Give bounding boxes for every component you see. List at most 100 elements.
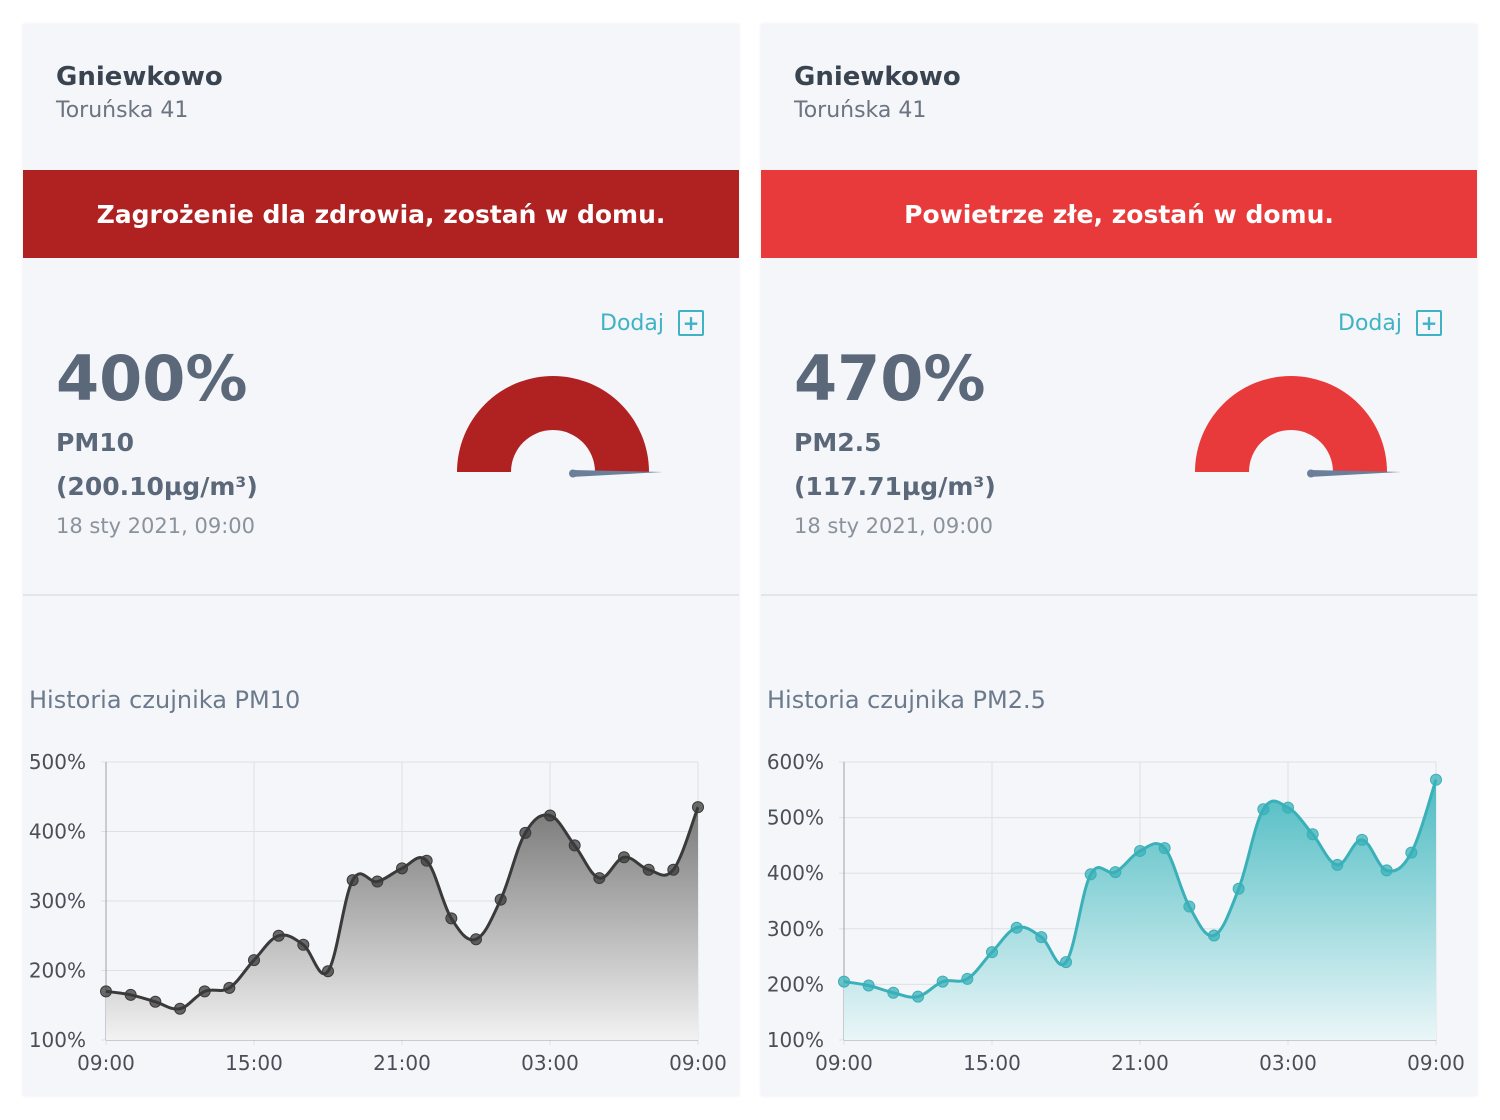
data-point <box>1158 842 1171 855</box>
data-point <box>396 862 408 875</box>
data-point <box>936 975 949 988</box>
x-tick-label: 21:00 <box>1111 1051 1169 1075</box>
measurement-timestamp: 18 sty 2021, 09:00 <box>794 514 993 538</box>
x-tick-label: 09:00 <box>815 1051 873 1075</box>
data-point <box>1183 900 1196 913</box>
series-area <box>106 807 698 1040</box>
y-tick-label: 600% <box>767 750 824 774</box>
data-point <box>272 929 285 942</box>
data-point <box>544 809 556 822</box>
y-tick-label: 400% <box>767 861 824 885</box>
data-point <box>667 863 680 876</box>
data-point <box>1331 858 1344 871</box>
x-tick-label: 21:00 <box>373 1051 431 1075</box>
data-point <box>1282 801 1294 814</box>
y-tick-label: 100% <box>767 1028 824 1052</box>
gauge <box>1195 376 1401 478</box>
data-point <box>1109 866 1122 879</box>
history-chart-pm10: 100% 200% 300% 400% 500% 09:00 15:00 21:00 03:00… <box>29 750 727 1075</box>
data-point <box>124 988 137 1001</box>
data-point <box>1356 833 1368 846</box>
station-city: Gniewkowo <box>794 62 961 92</box>
gauge-needle-hub <box>569 469 577 478</box>
x-tick-label: 09:00 <box>1407 1051 1465 1075</box>
add-station-link[interactable]: Dodaj + <box>600 310 704 336</box>
gauge-arc <box>457 376 649 472</box>
gauge-needle <box>1309 470 1401 477</box>
divider <box>23 594 739 596</box>
add-label: Dodaj <box>1338 310 1402 336</box>
data-point <box>494 893 507 906</box>
data-point <box>100 985 112 998</box>
data-point <box>1208 929 1220 942</box>
x-tick-label: 09:00 <box>77 1051 135 1075</box>
data-point <box>618 851 630 864</box>
add-label: Dodaj <box>600 310 664 336</box>
history-title: Historia czujnika PM10 <box>29 686 301 714</box>
pollution-percent: 400% <box>56 342 248 415</box>
y-tick-label: 200% <box>29 959 86 983</box>
pollutant-name: PM2.5 <box>794 428 882 457</box>
x-tick-label: 15:00 <box>963 1051 1021 1075</box>
pollutant-name: PM10 <box>56 428 134 457</box>
y-tick-label: 200% <box>767 972 824 996</box>
y-tick-label: 100% <box>29 1028 86 1052</box>
data-point <box>1010 921 1023 934</box>
data-point <box>1084 868 1097 881</box>
add-station-link[interactable]: Dodaj + <box>1338 310 1442 336</box>
gauge-arc <box>1195 376 1387 472</box>
data-point <box>445 912 458 925</box>
data-point <box>198 985 211 998</box>
data-point <box>223 981 236 994</box>
data-point <box>420 854 433 867</box>
y-tick-label: 400% <box>29 820 86 844</box>
alert-banner: Powietrze złe, zostań w domu. <box>761 170 1477 258</box>
plus-square-icon: + <box>1416 310 1442 336</box>
data-point <box>297 938 310 951</box>
x-tick-label: 03:00 <box>1259 1051 1317 1075</box>
data-point <box>692 801 704 814</box>
x-tick-label: 15:00 <box>225 1051 283 1075</box>
air-quality-card-pm25: Gniewkowo Toruńska 41 Powietrze złe, zos… <box>761 24 1477 1096</box>
x-tick-label: 03:00 <box>521 1051 579 1075</box>
data-point <box>961 972 974 985</box>
data-point <box>1035 931 1048 944</box>
air-quality-card-pm10: Gniewkowo Toruńska 41 Zagrożenie dla zdr… <box>23 24 739 1096</box>
plus-square-icon: + <box>678 310 704 336</box>
data-point <box>346 874 359 887</box>
data-point <box>1380 864 1393 877</box>
pollution-percent: 470% <box>794 342 986 415</box>
data-point <box>1257 803 1270 816</box>
series-area <box>844 779 1436 1040</box>
concentration-value: (200.10µg/m³) <box>56 472 258 501</box>
data-point <box>174 1002 186 1015</box>
data-point <box>1306 828 1319 841</box>
x-tick-label: 09:00 <box>669 1051 727 1075</box>
data-point <box>470 933 482 946</box>
data-point <box>1430 773 1442 786</box>
y-tick-label: 500% <box>29 750 86 774</box>
data-point <box>887 986 900 999</box>
history-chart-pm25: 100% 200% 300% 400% 500% 600% 09:00 15:00 21:00 0… <box>767 750 1465 1075</box>
y-tick-label: 300% <box>29 889 86 913</box>
data-point <box>371 875 384 888</box>
gauge-needle <box>571 470 663 477</box>
data-point <box>322 965 334 978</box>
concentration-value: (117.71µg/m³) <box>794 472 996 501</box>
y-tick-label: 300% <box>767 917 824 941</box>
station-street: Toruńska 41 <box>794 98 927 123</box>
data-point <box>568 839 581 852</box>
data-point <box>838 975 850 988</box>
data-point <box>149 995 162 1008</box>
data-point <box>1134 844 1146 857</box>
alert-banner: Zagrożenie dla zdrowia, zostań w domu. <box>23 170 739 258</box>
divider <box>761 594 1477 596</box>
data-point <box>1405 846 1418 859</box>
data-point <box>1232 882 1245 895</box>
gauge-needle-hub <box>1307 469 1315 478</box>
data-point <box>519 826 532 839</box>
data-point <box>986 946 998 959</box>
data-point <box>642 863 655 876</box>
data-point <box>248 954 260 967</box>
history-title: Historia czujnika PM2.5 <box>767 686 1046 714</box>
